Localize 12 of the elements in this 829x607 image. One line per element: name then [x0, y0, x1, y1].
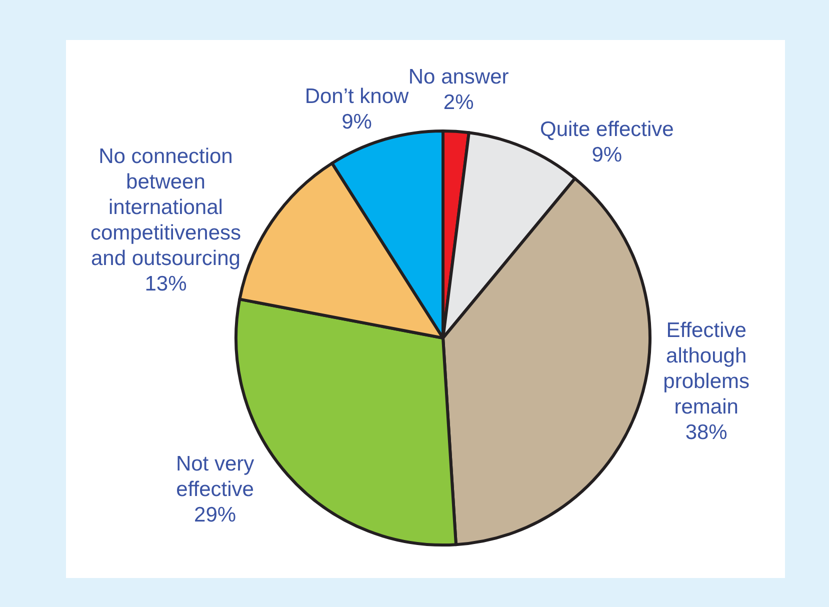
slice-label: Don’t know — [304, 85, 410, 108]
slice-label: Effective although problems remain — [663, 319, 750, 419]
slice-label: Not very effective — [176, 452, 255, 502]
data-label: 38% — [685, 421, 728, 444]
data-label: 2% — [443, 91, 474, 114]
data-label: 29% — [194, 504, 236, 527]
data-label: 9% — [592, 143, 622, 166]
data-label: 9% — [342, 110, 372, 134]
data-label: 13% — [144, 272, 187, 296]
slice-label: No answer — [408, 66, 509, 89]
slice-label: Quite effective — [540, 118, 674, 141]
slice-label: No connection between international competitiveness and outsourcing — [90, 145, 242, 270]
